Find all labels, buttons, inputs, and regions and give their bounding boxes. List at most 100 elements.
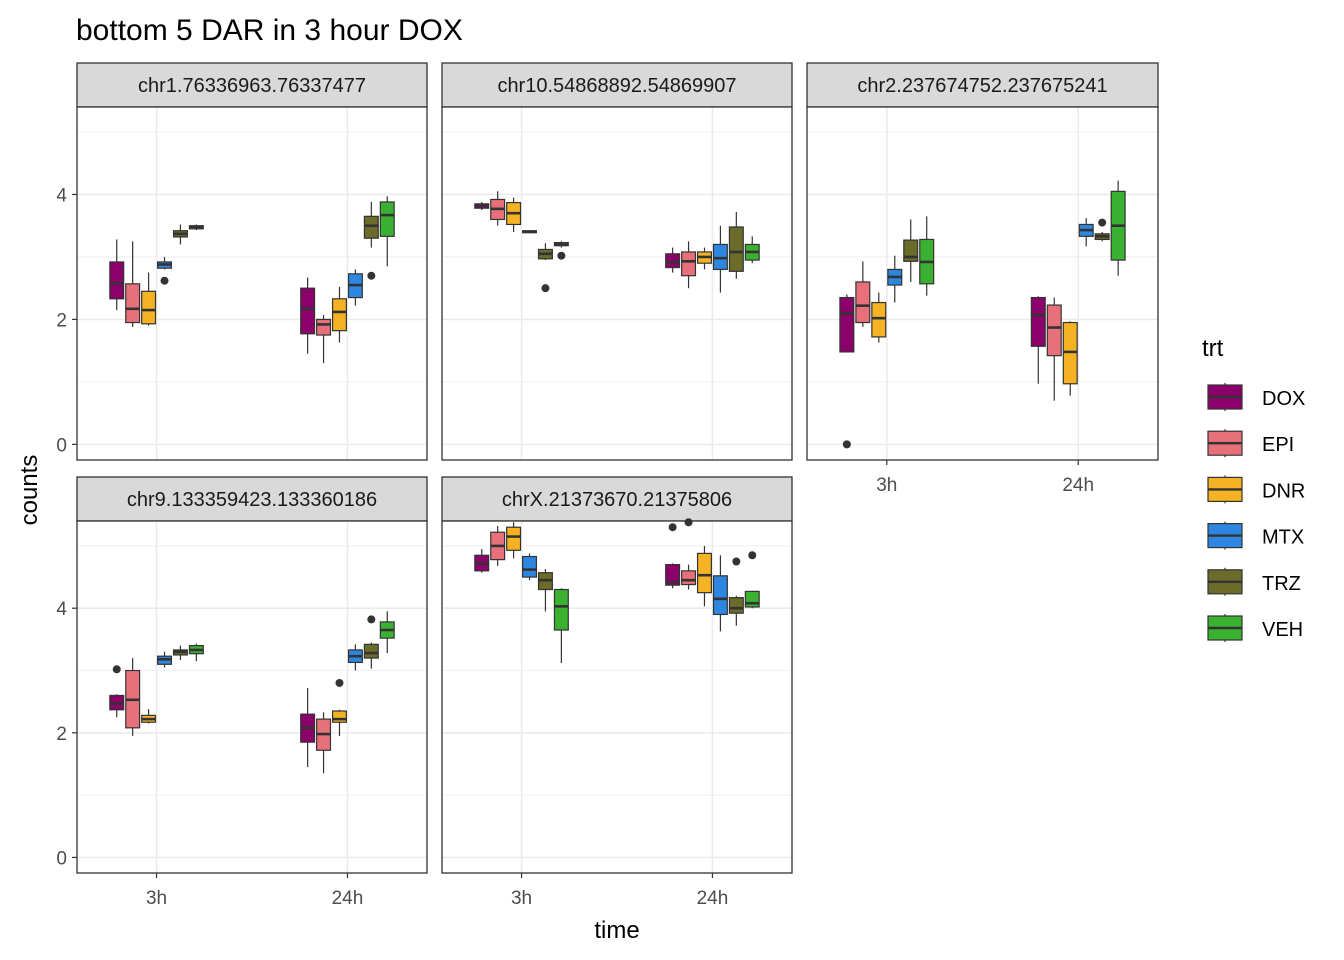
boxplot-box — [681, 518, 697, 590]
box-iqr — [125, 283, 141, 324]
boxplot-box — [1110, 180, 1126, 276]
x-tick-label: 24h — [1062, 475, 1094, 496]
facet-panels: chr1.76336963.76337477 chr10.54868892.548… — [76, 62, 1159, 874]
facet-panel: chrX.21373670.21375806 — [441, 476, 793, 874]
box-iqr — [681, 251, 697, 277]
boxplot-box — [1062, 321, 1078, 396]
x-tick-label: 3h — [146, 888, 167, 909]
boxplot-box — [728, 211, 744, 279]
boxplot-box — [665, 247, 681, 273]
y-tick-label: 2 — [56, 724, 67, 745]
y-tick-label: 0 — [56, 435, 67, 456]
boxplot-box — [379, 611, 395, 654]
outlier-point — [668, 523, 677, 532]
box-iqr — [316, 318, 332, 336]
boxplot-box — [855, 261, 871, 327]
boxplot-box — [316, 315, 332, 364]
boxplot-box — [712, 225, 728, 293]
panel-border — [441, 106, 793, 461]
boxplot-box — [157, 256, 173, 285]
boxplot-box — [744, 236, 760, 264]
boxplot-box — [1046, 297, 1062, 401]
chart-title: bottom 5 DAR in 3 hour DOX — [76, 14, 463, 47]
boxplot-box — [188, 643, 204, 662]
facet-strip-label: chrX.21373670.21375806 — [502, 489, 732, 511]
boxplot-box — [871, 292, 887, 343]
facet-panel: chr2.237674752.237675241 — [806, 62, 1159, 461]
boxplot-box — [506, 197, 522, 232]
boxplot-box — [490, 525, 506, 566]
x-axis-title: time — [594, 917, 639, 944]
box-iqr — [300, 287, 316, 335]
legend-title: trt — [1202, 335, 1224, 362]
box-iqr — [331, 298, 347, 332]
legend-label: EPI — [1262, 434, 1294, 456]
box-iqr — [728, 597, 744, 614]
box-iqr — [728, 226, 744, 272]
legend-item: TRZ — [1207, 567, 1301, 596]
boxplot-box — [347, 269, 363, 306]
boxplot-box — [363, 615, 379, 669]
box-iqr — [109, 261, 125, 300]
legend-label: DNR — [1262, 480, 1305, 502]
legend-item: DOX — [1207, 383, 1305, 411]
y-tick-label: 2 — [56, 310, 67, 331]
boxplot-box — [109, 239, 125, 311]
boxplot-box — [522, 553, 538, 581]
boxplot-box — [172, 645, 188, 660]
x-tick-label: 24h — [697, 888, 729, 909]
y-tick-label: 0 — [56, 848, 67, 869]
boxplot-box — [125, 241, 141, 327]
facet-strip — [441, 62, 793, 108]
y-axis-title: counts — [16, 455, 43, 526]
box-iqr — [712, 575, 728, 616]
outlier-point — [732, 557, 741, 566]
boxplot-box — [331, 286, 347, 343]
box-iqr — [744, 590, 760, 608]
boxplot-box — [474, 549, 490, 573]
x-tick-label: 3h — [511, 888, 532, 909]
boxplot-box — [537, 568, 553, 612]
y-tick-label: 4 — [56, 185, 67, 206]
legend-label: TRZ — [1262, 573, 1301, 595]
panel-border — [806, 106, 1159, 461]
box-iqr — [665, 564, 681, 586]
boxplot-box — [188, 224, 204, 231]
boxplot-box — [744, 551, 760, 609]
facet-strip — [806, 62, 1159, 108]
boxplot-box — [141, 272, 157, 326]
box-iqr — [506, 526, 522, 551]
x-axes: 0 2 4 3h 24h 0 2 4 3h 24h 3h 24h — [56, 185, 1094, 909]
boxplot-box — [157, 651, 173, 668]
boxplot-box — [537, 243, 553, 293]
y-tick-label: 4 — [56, 599, 67, 620]
boxplot-box — [919, 216, 935, 296]
outlier-point — [748, 551, 757, 560]
boxplot-box — [363, 201, 379, 280]
legend-label: MTX — [1262, 527, 1304, 549]
legend-item: MTX — [1207, 521, 1304, 550]
box-iqr — [141, 290, 157, 325]
boxplot-box — [300, 687, 316, 768]
boxplot-box — [696, 247, 712, 270]
facet-panel: chr1.76336963.76337477 — [76, 62, 428, 461]
outlier-point — [557, 251, 566, 260]
legend-label: VEH — [1262, 619, 1303, 641]
facet-strip-label: chr1.76336963.76337477 — [138, 75, 366, 97]
panel-border — [441, 520, 793, 874]
outlier-point — [335, 678, 344, 687]
boxplot-box — [887, 255, 903, 303]
box-iqr — [522, 555, 538, 578]
legend-label: DOX — [1262, 388, 1305, 410]
boxplot-box — [522, 230, 538, 234]
boxplot-box — [172, 224, 188, 245]
box-iqr — [681, 570, 697, 586]
boxplot-box — [316, 712, 332, 774]
boxplot-box — [109, 665, 125, 718]
box-iqr — [696, 552, 712, 594]
panel-background — [442, 107, 792, 460]
boxplot-box — [379, 196, 395, 267]
panel-background — [442, 521, 792, 873]
boxplot-box — [506, 522, 522, 559]
